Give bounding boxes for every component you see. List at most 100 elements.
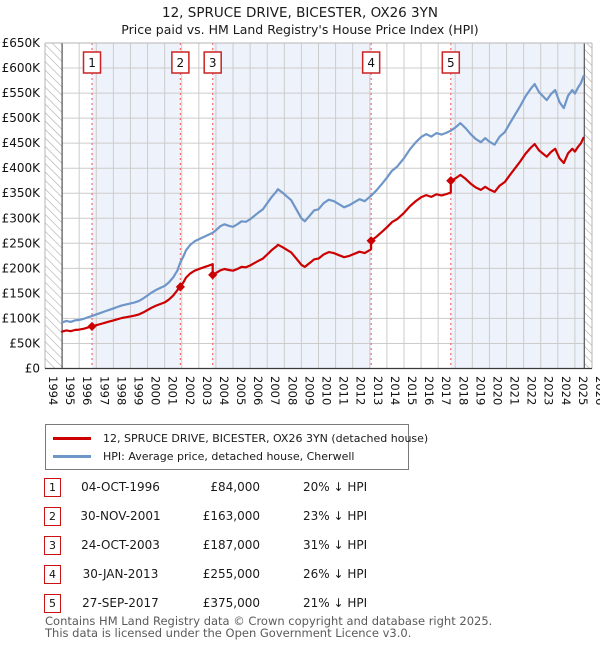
x-tick-label: 2006 xyxy=(251,376,265,405)
sale-price: £187,000 xyxy=(202,538,260,552)
sale-label-box-2 xyxy=(171,51,190,74)
y-tick-label: £50K xyxy=(9,336,41,350)
sale-label-box-5 xyxy=(441,51,461,74)
sale-number-badge: 5 xyxy=(44,594,61,613)
x-tick-label: 1998 xyxy=(114,376,128,405)
y-tick-label: £200K xyxy=(2,261,42,275)
sale-marker-4 xyxy=(366,236,376,246)
sale-label-box-4 xyxy=(361,51,381,74)
svg-text:2: 2 xyxy=(177,56,185,70)
sale-row-5: 5 27-SEP-2017 £375,000 21% ↓ HPI xyxy=(0,594,600,616)
footer-line-2: This data is licensed under the Open Gov… xyxy=(45,626,412,640)
y-tick-label: £150K xyxy=(2,286,42,300)
sale-vs-hpi: 26% ↓ HPI xyxy=(303,567,368,581)
x-tick-label: 1997 xyxy=(97,376,111,405)
y-tick-label: £600K xyxy=(2,61,42,75)
x-tick-label: 2005 xyxy=(234,376,248,405)
x-tick-label: 2011 xyxy=(337,376,351,405)
x-tick-label: 2016 xyxy=(422,376,436,405)
x-tick-label: 2015 xyxy=(405,376,419,405)
x-tick-label: 2018 xyxy=(456,376,470,405)
y-tick-label: £100K xyxy=(2,311,42,325)
legend-item-price-paid: 12, SPRUCE DRIVE, BICESTER, OX26 3YN (de… xyxy=(46,429,428,447)
x-tick-label: 2001 xyxy=(166,376,180,405)
sale-marker-5 xyxy=(446,176,456,186)
y-tick-label: £300K xyxy=(2,211,42,225)
x-tick-label: 2010 xyxy=(320,376,334,405)
x-tick-label: 2008 xyxy=(285,376,299,405)
x-tick-label: 2004 xyxy=(217,376,231,405)
sale-row-3: 3 24-OCT-2003 £187,000 31% ↓ HPI xyxy=(0,536,600,558)
x-tick-label: 2020 xyxy=(490,376,504,405)
hpi-line xyxy=(60,74,585,324)
sale-number-badge: 1 xyxy=(44,478,61,497)
x-tick-label: 2019 xyxy=(473,376,487,405)
no-data-hatch-right xyxy=(584,43,592,369)
sale-number-badge: 4 xyxy=(44,565,61,584)
price-paid-line xyxy=(60,136,585,333)
x-tick-label: 2012 xyxy=(354,376,368,405)
sale-vs-hpi: 21% ↓ HPI xyxy=(303,596,368,610)
price-paid-line-swatch xyxy=(53,436,91,440)
x-tick-label: 2000 xyxy=(149,376,163,405)
sale-date: 24-OCT-2003 xyxy=(81,538,160,552)
sale-price: £84,000 xyxy=(210,480,260,494)
sale-vs-hpi: 23% ↓ HPI xyxy=(303,509,368,523)
footer-line-1: Contains HM Land Registry data © Crown c… xyxy=(45,614,493,628)
x-tick-label: 2021 xyxy=(508,376,522,405)
y-tick-label: £250K xyxy=(2,236,42,250)
y-tick-label: £350K xyxy=(2,186,42,200)
chart-title: 12, SPRUCE DRIVE, BICESTER, OX26 3YN xyxy=(161,5,438,21)
legend-label-price-paid: 12, SPRUCE DRIVE, BICESTER, OX26 3YN (de… xyxy=(103,431,429,445)
ownership-band xyxy=(212,43,372,369)
sale-marker-3 xyxy=(208,270,218,280)
sale-marker-1 xyxy=(87,321,97,332)
svg-text:3: 3 xyxy=(209,56,217,70)
x-tick-label: 2003 xyxy=(200,376,214,405)
x-tick-label: 2014 xyxy=(388,376,402,405)
legend-label-hpi: HPI: Average price, detached house, Cher… xyxy=(103,449,355,463)
sale-number-badge: 3 xyxy=(44,536,61,555)
sale-row-4: 4 30-JAN-2013 £255,000 26% ↓ HPI xyxy=(0,565,600,587)
svg-text:1: 1 xyxy=(88,56,96,70)
sale-number-badge: 2 xyxy=(44,507,61,526)
y-tick-label: £0 xyxy=(25,362,40,376)
sale-date: 30-JAN-2013 xyxy=(82,567,159,581)
y-tick-label: £450K xyxy=(2,136,42,150)
x-tick-label: 1995 xyxy=(63,376,77,405)
sale-row-2: 2 30-NOV-2001 £163,000 23% ↓ HPI xyxy=(0,507,600,529)
sale-row-1: 1 04-OCT-1996 £84,000 20% ↓ HPI xyxy=(0,478,600,500)
price-history-chart: 1 2 3 4 5 £0 £50K £100K £150K £200K £250K £300K… xyxy=(2,36,600,405)
ownership-band xyxy=(92,43,181,369)
svg-text:5: 5 xyxy=(447,56,455,70)
y-tick-label: £500K xyxy=(2,111,42,125)
x-tick-label: 2009 xyxy=(302,376,316,405)
sale-date: 04-OCT-1996 xyxy=(81,480,160,494)
sale-date: 27-SEP-2017 xyxy=(82,596,159,610)
sale-date: 30-NOV-2001 xyxy=(80,509,161,523)
x-tick-label: 1994 xyxy=(46,376,60,405)
legend-item-hpi: HPI: Average price, detached house, Cher… xyxy=(46,447,408,465)
chart-subtitle: Price paid vs. HM Land Registry's House … xyxy=(121,22,479,37)
sale-vs-hpi: 20% ↓ HPI xyxy=(303,480,368,494)
y-tick-label: £550K xyxy=(2,86,42,100)
x-tick-label: 2022 xyxy=(525,376,539,405)
ownership-band xyxy=(180,43,213,369)
sale-price: £163,000 xyxy=(202,509,260,523)
x-tick-label: 2026 xyxy=(593,376,600,405)
hpi-line-swatch xyxy=(53,454,91,458)
sale-marker-2 xyxy=(175,282,185,292)
svg-text:4: 4 xyxy=(367,56,375,70)
x-tick-label: 1999 xyxy=(131,376,145,405)
x-tick-label: 2025 xyxy=(576,376,590,405)
x-tick-label: 2013 xyxy=(371,376,385,405)
sale-vs-hpi: 31% ↓ HPI xyxy=(303,538,368,552)
x-tick-label: 2007 xyxy=(268,376,282,405)
x-tick-label: 2017 xyxy=(439,376,453,405)
x-tick-label: 2023 xyxy=(542,376,556,405)
chart-legend: 12, SPRUCE DRIVE, BICESTER, OX26 3YN (de… xyxy=(45,424,428,470)
x-tick-label: 1996 xyxy=(80,376,94,405)
y-tick-label: £400K xyxy=(2,161,42,175)
no-data-hatch-left xyxy=(45,43,63,369)
